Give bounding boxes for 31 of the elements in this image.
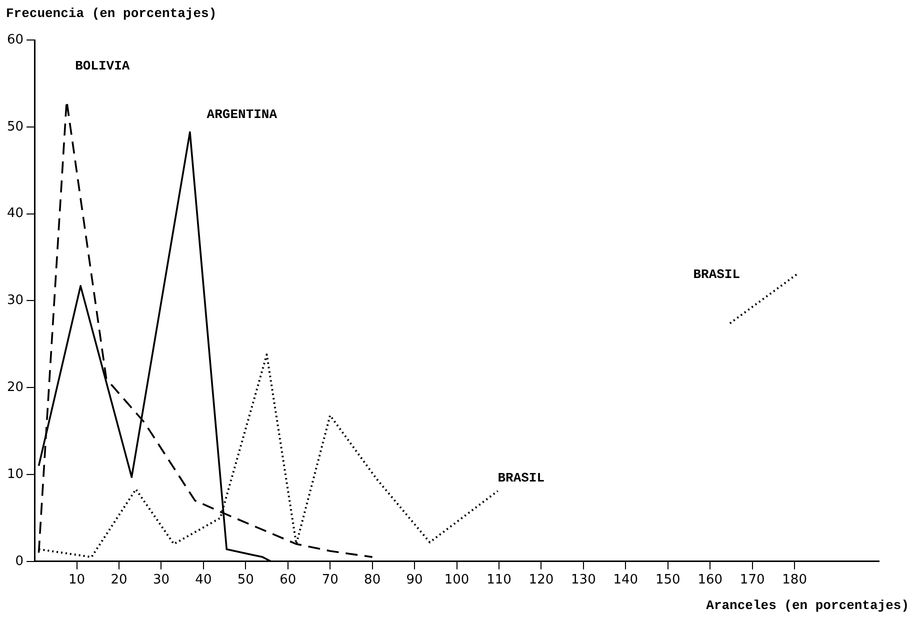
x-tick-label: 160	[698, 572, 723, 588]
x-axis-title: Aranceles (en porcentajes)	[706, 598, 909, 614]
y-axis-title: Frecuencia (en porcentajes)	[6, 6, 217, 21]
x-tick-label: 40	[195, 572, 212, 588]
x-tick-label: 150	[655, 572, 680, 588]
y-tick-label: 30	[6, 293, 24, 308]
x-tick-label: 100	[444, 572, 470, 588]
y-tick-label: 20	[6, 380, 24, 395]
y-tick-label: 40	[6, 206, 24, 222]
x-tick-label: 170	[740, 572, 765, 588]
x-tick-label: 80	[364, 572, 381, 588]
x-tick-label: 90	[406, 572, 423, 588]
series-label: BRASIL	[498, 470, 545, 486]
x-tick-label: 20	[110, 572, 128, 588]
x-tick-label: 120	[528, 572, 554, 588]
y-tick-label: 50	[6, 119, 24, 134]
series-label: ARGENTINA	[206, 107, 278, 122]
x-tick-label: 140	[613, 572, 638, 588]
x-tick-label: 50	[237, 572, 254, 588]
annotation: BRASIL	[693, 266, 740, 282]
x-tick-label: 110	[486, 572, 512, 588]
x-tick-label: 60	[280, 572, 296, 588]
x-tick-label: 10	[68, 572, 86, 588]
x-tick-label: 70	[322, 572, 338, 588]
x-tick-label: 30	[152, 572, 170, 588]
y-tick-label: 10	[6, 466, 24, 482]
x-tick-label: 180	[782, 572, 807, 588]
y-tick-label: 60	[6, 32, 24, 48]
x-tick-label: 130	[571, 572, 596, 588]
text: BOLIVIA	[75, 58, 130, 74]
y-tick-label: 0	[15, 554, 24, 569]
